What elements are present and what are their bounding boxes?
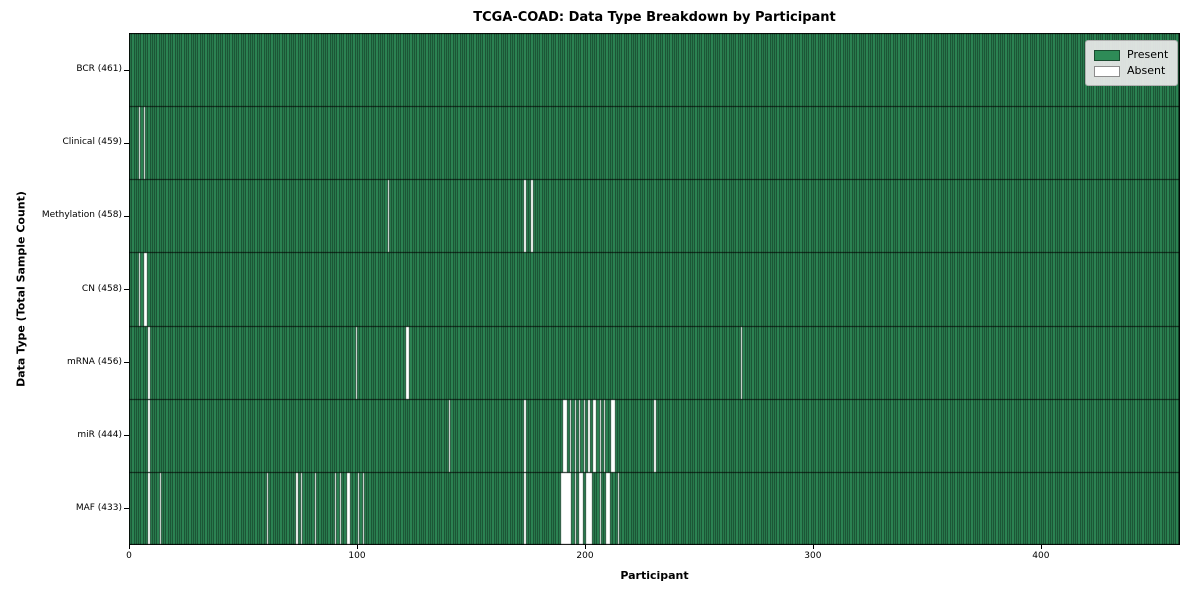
x-axis-label: Participant — [620, 569, 689, 582]
y-tick-mark — [124, 508, 129, 510]
y-tick-label: Clinical (459) — [62, 137, 122, 148]
legend-swatch-absent-icon — [1094, 65, 1120, 77]
x-tick-label: 0 — [126, 551, 132, 561]
y-tick-mark — [124, 142, 129, 144]
legend-item-absent: Absent — [1094, 63, 1168, 79]
y-tick-label: mRNA (456) — [67, 356, 122, 367]
x-tick-mark — [129, 545, 130, 549]
legend-swatch-present-icon — [1094, 49, 1120, 61]
y-tick-label: CN (458) — [81, 283, 122, 294]
y-axis-label: Data Type (Total Sample Count) — [14, 191, 28, 387]
x-tick-label: 200 — [576, 551, 594, 561]
x-tick-mark — [812, 545, 814, 549]
x-tick-label: 100 — [348, 551, 366, 561]
y-tick-label: BCR (461) — [76, 64, 122, 75]
chart-title: TCGA-COAD: Data Type Breakdown by Partic… — [473, 10, 836, 25]
x-tick-mark — [1040, 545, 1042, 549]
legend: Present Absent — [1085, 40, 1179, 86]
x-tick-label: 400 — [1032, 551, 1050, 561]
y-tick-mark — [124, 289, 129, 290]
x-tick-label: 300 — [804, 551, 822, 561]
x-tick-mark — [585, 545, 586, 549]
y-tick-mark — [124, 69, 129, 71]
legend-label-absent: Absent — [1127, 64, 1166, 77]
y-tick-label: Methylation (458) — [41, 210, 122, 221]
legend-label-present: Present — [1127, 48, 1169, 61]
y-tick-mark — [124, 215, 129, 217]
x-tick-mark — [357, 545, 358, 549]
y-tick-label: miR (444) — [77, 429, 122, 440]
y-tick-mark — [124, 435, 129, 437]
plot-canvas — [129, 33, 1180, 545]
y-tick-mark — [124, 362, 129, 364]
y-tick-label: MAF (433) — [75, 502, 122, 513]
legend-item-present: Present — [1094, 47, 1168, 63]
